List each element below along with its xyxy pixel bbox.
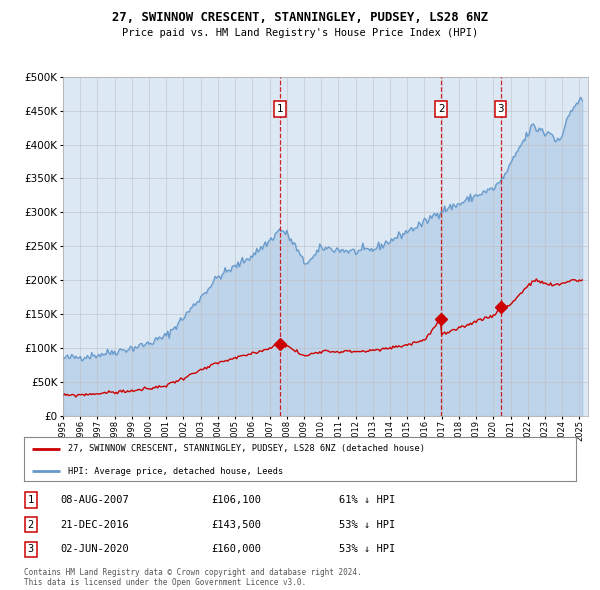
Text: HPI: Average price, detached house, Leeds: HPI: Average price, detached house, Leed…	[68, 467, 283, 476]
Text: 3: 3	[28, 545, 34, 555]
Text: 1: 1	[277, 104, 283, 114]
Text: Contains HM Land Registry data © Crown copyright and database right 2024.: Contains HM Land Registry data © Crown c…	[24, 568, 362, 576]
Text: 53% ↓ HPI: 53% ↓ HPI	[338, 545, 395, 555]
Text: 61% ↓ HPI: 61% ↓ HPI	[338, 494, 395, 504]
Text: 53% ↓ HPI: 53% ↓ HPI	[338, 520, 395, 529]
Text: £106,100: £106,100	[212, 494, 262, 504]
Text: 3: 3	[497, 104, 504, 114]
Text: 27, SWINNOW CRESCENT, STANNINGLEY, PUDSEY, LS28 6NZ: 27, SWINNOW CRESCENT, STANNINGLEY, PUDSE…	[112, 11, 488, 24]
Text: 21-DEC-2016: 21-DEC-2016	[60, 520, 128, 529]
Text: This data is licensed under the Open Government Licence v3.0.: This data is licensed under the Open Gov…	[24, 578, 306, 587]
Text: 2: 2	[28, 520, 34, 529]
Text: 08-AUG-2007: 08-AUG-2007	[60, 494, 128, 504]
Text: Price paid vs. HM Land Registry's House Price Index (HPI): Price paid vs. HM Land Registry's House …	[122, 28, 478, 38]
Text: £143,500: £143,500	[212, 520, 262, 529]
Text: 02-JUN-2020: 02-JUN-2020	[60, 545, 128, 555]
Text: 1: 1	[28, 494, 34, 504]
Text: £160,000: £160,000	[212, 545, 262, 555]
Text: 27, SWINNOW CRESCENT, STANNINGLEY, PUDSEY, LS28 6NZ (detached house): 27, SWINNOW CRESCENT, STANNINGLEY, PUDSE…	[68, 444, 425, 454]
Text: 2: 2	[438, 104, 445, 114]
